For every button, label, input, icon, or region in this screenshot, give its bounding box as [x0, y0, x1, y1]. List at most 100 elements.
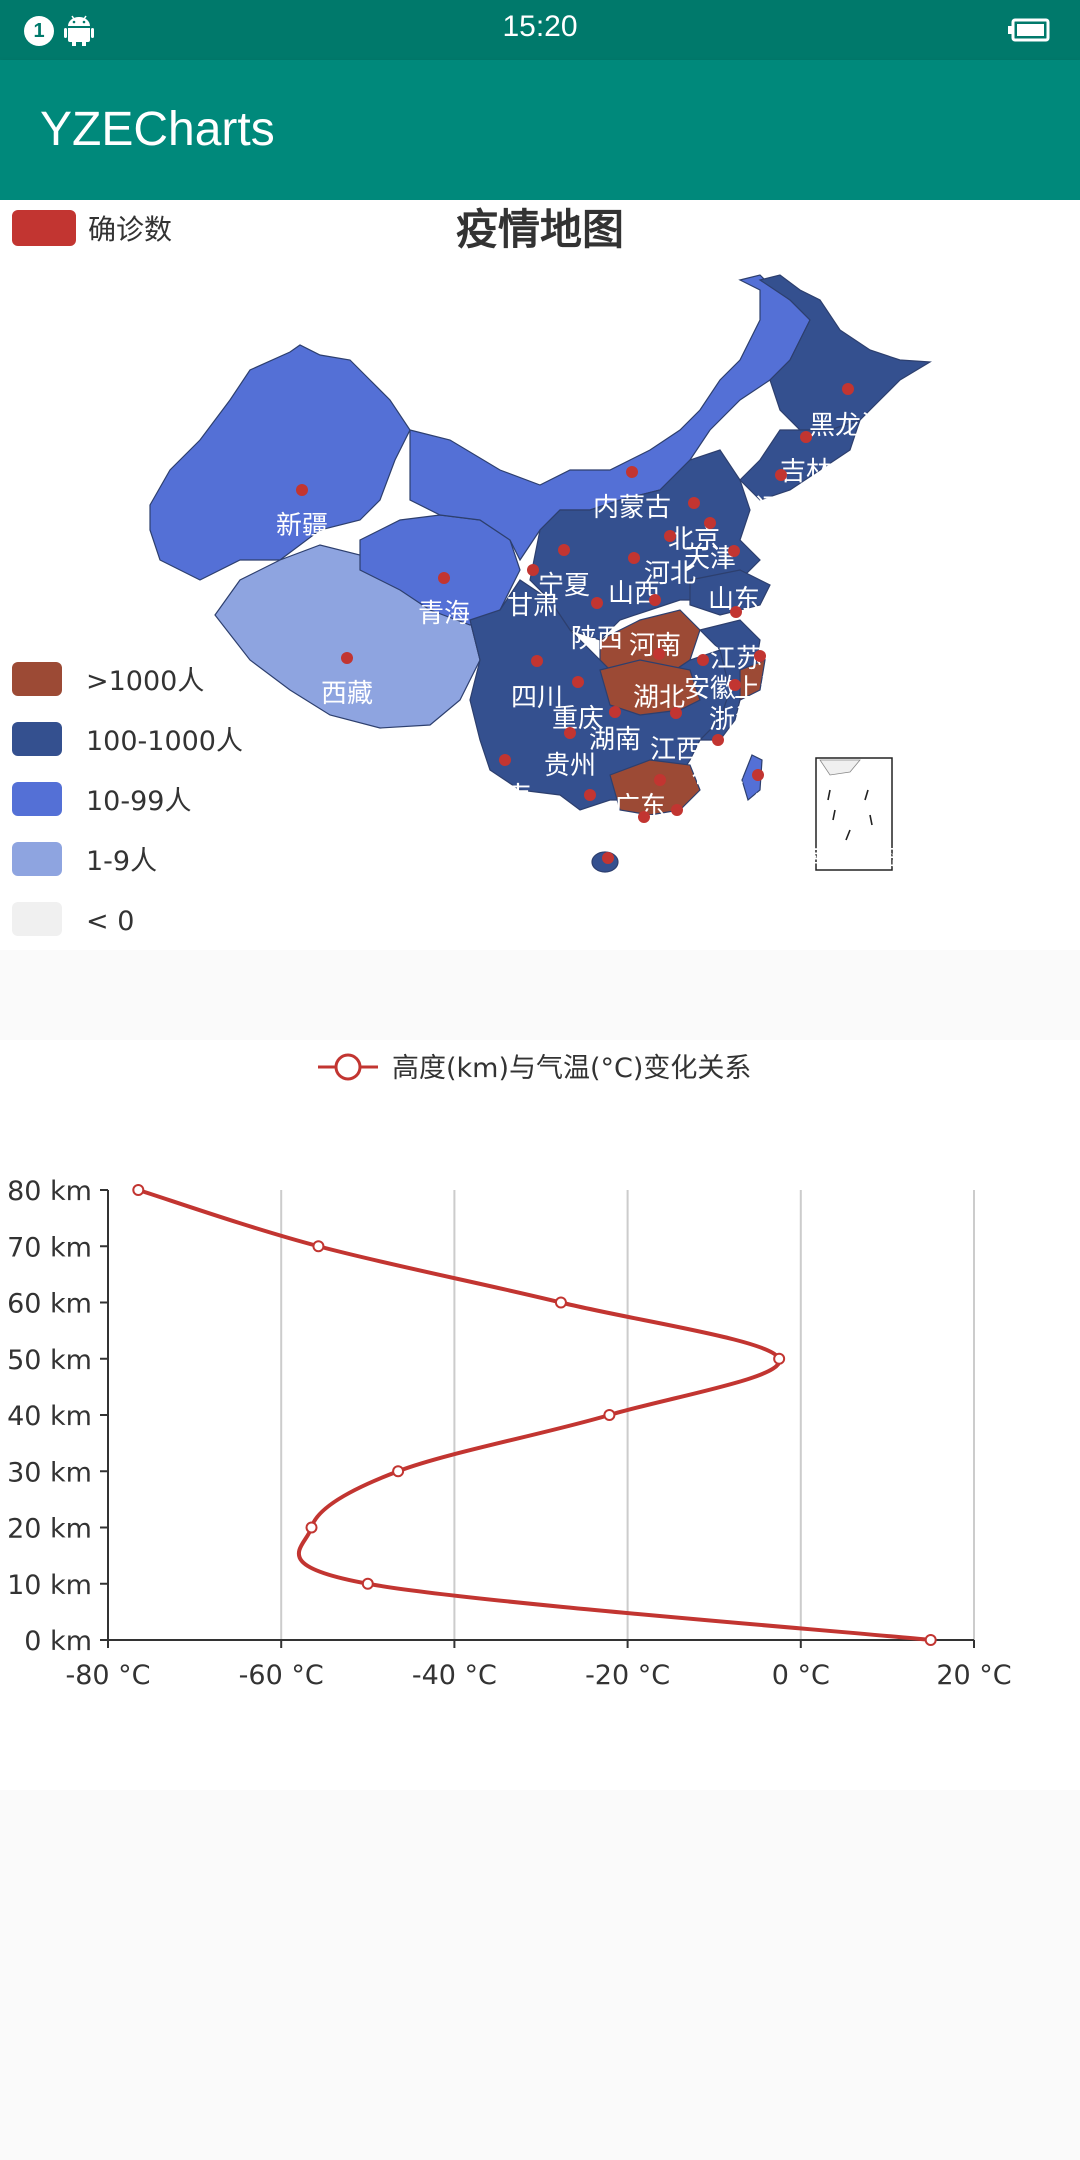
x-tick-label: -40 °C: [412, 1660, 497, 1691]
province-labels: 黑龙江 吉林 辽宁 内蒙古 北京 天津 河北 山西 山东 新疆 青海 甘肃 宁夏: [276, 383, 902, 905]
province-label: 浙江: [709, 705, 761, 735]
province-label: 贵州: [544, 751, 596, 781]
province-label: 四川: [511, 683, 563, 713]
data-point[interactable]: [361, 1577, 374, 1590]
region-guangdong[interactable]: [609, 759, 701, 816]
series-line: [137, 1188, 931, 1642]
province-label: 澳门: [588, 820, 640, 850]
province-label: 西藏: [321, 679, 373, 709]
province-label: 江西: [650, 735, 702, 765]
region-jiangsu-anhui[interactable]: [698, 619, 761, 741]
province-label: 青海: [418, 599, 470, 629]
province-label: 甘肃: [507, 591, 559, 621]
data-point[interactable]: [554, 1296, 567, 1309]
y-tick-label: 40 km: [7, 1401, 92, 1432]
status-bar: 1 15:20: [0, 0, 1080, 60]
province-label: 南海诸岛: [806, 844, 902, 872]
y-tick-label: 30 km: [7, 1457, 92, 1488]
x-grid: [280, 1190, 975, 1640]
province-label: 安徽: [684, 674, 736, 704]
province-label: 台湾: [746, 792, 798, 822]
app-title: YZECharts: [40, 103, 275, 156]
series-points[interactable]: [132, 1184, 937, 1646]
data-point[interactable]: [773, 1352, 786, 1365]
y-tick-label: 50 km: [7, 1345, 92, 1376]
y-tick-label: 0 km: [24, 1626, 92, 1657]
battery-icon: [1008, 18, 1050, 42]
south-china-sea-inset: [815, 757, 893, 871]
province-label: 云南: [479, 782, 531, 812]
visual-map-label[interactable]: 1-9人: [86, 846, 157, 877]
line-chart-svg: 高度(km)与气温(°C)变化关系 -80 °C -60 °C -40 °C -20 …: [7, 1053, 1012, 1691]
altitude-temperature-chart: 高度(km)与气温(°C)变化关系 -80 °C -60 °C -40 °C -20 …: [0, 1040, 1080, 1790]
visual-map-swatch[interactable]: [12, 842, 62, 876]
y-tick-labels: 0 km 10 km 20 km 30 km 40 km 50 km 60 km 70 km 8…: [7, 1176, 92, 1657]
android-icon: [64, 15, 94, 46]
province-label: 香港: [646, 830, 698, 860]
region-heilongjiang[interactable]: [758, 274, 932, 431]
province-label: 内蒙古: [593, 493, 671, 523]
data-point[interactable]: [603, 1409, 616, 1421]
y-tick-label: 80 km: [7, 1176, 92, 1207]
province-label: 吉林: [780, 457, 832, 487]
y-tick-label: 10 km: [7, 1570, 92, 1601]
province-label: 广西: [564, 812, 616, 842]
visual-map-legend[interactable]: >1000人 100-1000人 10-99人 1-9人 < 0: [12, 662, 243, 937]
province-label: 辽宁: [755, 494, 807, 524]
visual-map-label[interactable]: < 0: [86, 906, 134, 937]
region-qinghai[interactable]: [359, 514, 521, 626]
visual-map-swatch[interactable]: [12, 722, 62, 756]
map-svg: 确诊数 疫情地图: [12, 205, 932, 937]
x-tick-label: 20 °C: [936, 1660, 1011, 1691]
data-point[interactable]: [305, 1521, 318, 1534]
data-point[interactable]: [132, 1184, 145, 1196]
province-label: 上海: [734, 674, 786, 704]
x-tick-label: -60 °C: [239, 1660, 324, 1691]
china-map: [149, 274, 932, 873]
visual-map-label[interactable]: 10-99人: [86, 786, 191, 817]
province-label: 天津: [684, 544, 736, 574]
app-bar: YZECharts: [0, 60, 1080, 200]
notification-badge: 1: [24, 16, 54, 46]
y-tick-label: 70 km: [7, 1232, 92, 1263]
visual-map-swatch[interactable]: [12, 902, 62, 936]
visual-map-label[interactable]: >1000人: [86, 666, 204, 697]
legend-swatch-confirmed[interactable]: [12, 210, 76, 246]
province-label: 重庆: [552, 704, 604, 734]
x-tick-labels: -80 °C -60 °C -40 °C -20 °C 0 °C 20 °C: [65, 1660, 1011, 1691]
axes: [100, 1189, 975, 1648]
status-time: 15:20: [502, 10, 578, 43]
province-label: 新疆: [276, 511, 328, 541]
region-taiwan[interactable]: [741, 754, 763, 802]
province-label: 江苏: [710, 644, 762, 674]
y-tick-label: 20 km: [7, 1514, 92, 1545]
province-label: 湖南: [589, 725, 641, 755]
data-point[interactable]: [924, 1634, 937, 1646]
region-jilin[interactable]: [739, 419, 861, 501]
province-label: 陕西: [571, 624, 623, 654]
y-tick-label: 60 km: [7, 1289, 92, 1320]
province-label: 河北: [644, 559, 696, 589]
legend-marker-icon: [334, 1053, 362, 1081]
data-point[interactable]: [392, 1465, 405, 1478]
x-tick-label: 0 °C: [772, 1660, 830, 1691]
region-shandong[interactable]: [689, 569, 771, 616]
data-point[interactable]: [312, 1240, 325, 1253]
province-label: 海南: [586, 875, 638, 905]
visual-map-swatch[interactable]: [12, 662, 62, 696]
province-label: 福建: [692, 759, 744, 789]
visual-map-label[interactable]: 100-1000人: [86, 726, 243, 757]
province-label: 黑龙江: [809, 411, 887, 441]
province-label: 宁夏: [538, 571, 590, 601]
region-zhejiang[interactable]: [739, 659, 766, 701]
epidemic-map-chart: 确诊数 疫情地图: [0, 200, 1080, 950]
visual-map-swatch[interactable]: [12, 782, 62, 816]
map-title: 疫情地图: [456, 205, 624, 254]
x-tick-label: -80 °C: [65, 1660, 150, 1691]
line-legend[interactable]: 高度(km)与气温(°C)变化关系: [318, 1053, 751, 1084]
region-xinjiang[interactable]: [149, 344, 411, 581]
legend-label-confirmed[interactable]: 确诊数: [88, 213, 172, 246]
x-tick-label: -20 °C: [585, 1660, 670, 1691]
province-label: 北京: [668, 525, 720, 555]
line-legend-label[interactable]: 高度(km)与气温(°C)变化关系: [392, 1053, 751, 1084]
